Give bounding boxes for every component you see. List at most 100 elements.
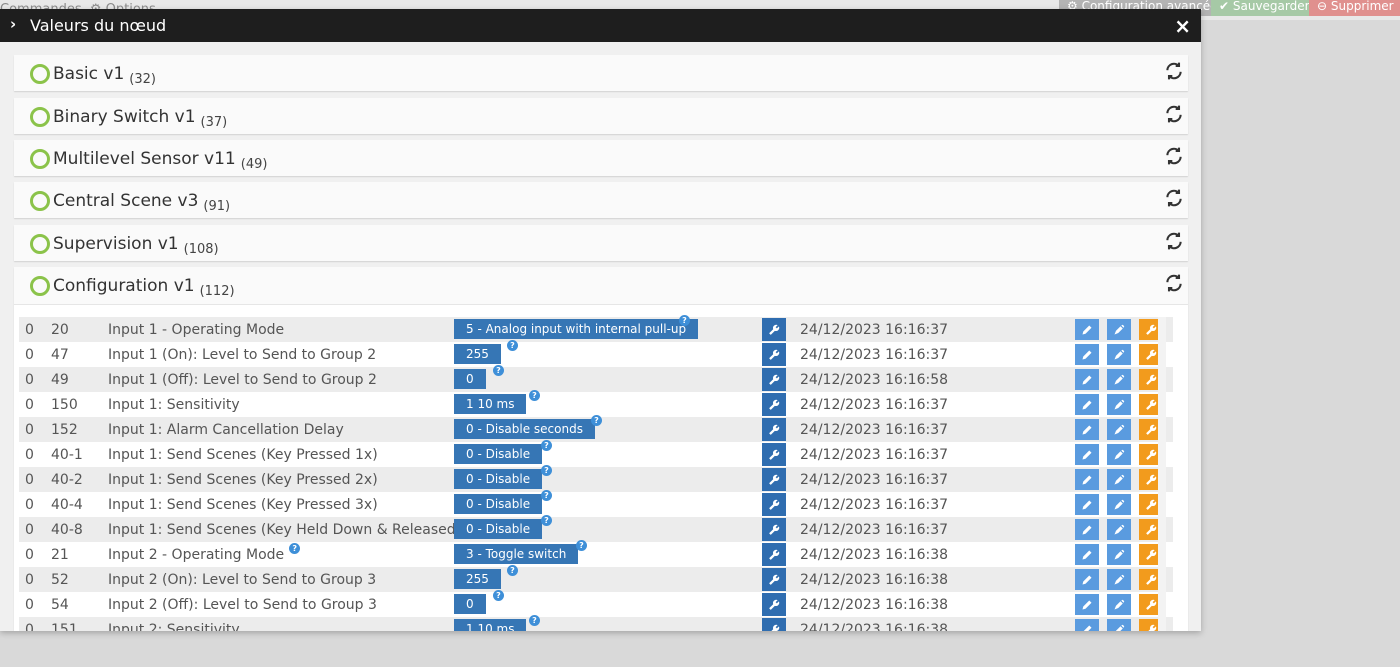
panel-header[interactable]: Basic v1 (32): [14, 55, 1188, 91]
pencil-icon[interactable]: [1075, 394, 1099, 415]
wrench-icon[interactable]: [1139, 369, 1163, 390]
eyedropper-icon[interactable]: [1107, 319, 1131, 340]
table-row: 0 150 Input 1: Sensitivity 1 10 ms? 24/12/20…: [19, 390, 1173, 417]
wrench-icon[interactable]: [1139, 594, 1163, 615]
wrench-icon[interactable]: [762, 618, 786, 631]
wrench-icon[interactable]: [1139, 569, 1163, 590]
question-circle-icon[interactable]: ?: [576, 540, 587, 551]
eyedropper-icon[interactable]: [1107, 419, 1131, 440]
question-circle-icon[interactable]: ?: [591, 415, 602, 426]
wrench-icon[interactable]: [762, 418, 786, 441]
parameter-label: Input 1: Send Scenes (Key Pressed 3x): [108, 497, 378, 513]
question-circle-icon[interactable]: ?: [541, 440, 552, 451]
wrench-icon[interactable]: [762, 318, 786, 341]
panel-central-scene[interactable]: Central Scene v3 (91): [14, 182, 1188, 218]
pencil-icon[interactable]: [1075, 444, 1099, 465]
pencil-icon[interactable]: [1075, 519, 1099, 540]
last-update-date: 24/12/2023 16:16:58: [800, 372, 949, 388]
delete-button[interactable]: ⊖ Supprimer: [1309, 0, 1400, 16]
wrench-icon[interactable]: [762, 393, 786, 416]
pencil-icon[interactable]: [1075, 569, 1099, 590]
value-badge: 255: [454, 344, 501, 364]
wrench-icon[interactable]: [1139, 419, 1163, 440]
question-circle-icon[interactable]: ?: [541, 515, 552, 526]
pencil-icon[interactable]: [1075, 544, 1099, 565]
pencil-icon[interactable]: [1075, 419, 1099, 440]
wrench-icon[interactable]: [762, 593, 786, 616]
close-icon[interactable]: ×: [1174, 14, 1191, 38]
refresh-icon[interactable]: [1164, 231, 1184, 251]
question-circle-icon[interactable]: ?: [541, 465, 552, 476]
pencil-icon[interactable]: [1075, 319, 1099, 340]
pencil-icon[interactable]: [1075, 594, 1099, 615]
wrench-icon[interactable]: [762, 493, 786, 516]
question-circle-icon[interactable]: ?: [289, 543, 301, 554]
pencil-icon[interactable]: [1075, 344, 1099, 365]
wrench-icon[interactable]: [1139, 469, 1163, 490]
question-circle-icon[interactable]: ?: [493, 590, 504, 601]
wrench-icon[interactable]: [1139, 394, 1163, 415]
eyedropper-icon[interactable]: [1107, 394, 1131, 415]
wrench-icon[interactable]: [762, 543, 786, 566]
index-cell: 52: [51, 572, 69, 588]
instance-cell: 0: [25, 397, 34, 413]
refresh-icon[interactable]: [1164, 273, 1184, 293]
eyedropper-icon[interactable]: [1107, 519, 1131, 540]
pencil-icon[interactable]: [1075, 469, 1099, 490]
refresh-icon[interactable]: [1164, 188, 1184, 208]
panel-title: Central Scene v3 (91): [53, 191, 231, 214]
refresh-icon[interactable]: [1164, 61, 1184, 81]
wrench-icon[interactable]: [1139, 319, 1163, 340]
panel-basic[interactable]: Basic v1 (32): [14, 55, 1188, 91]
question-circle-icon[interactable]: ?: [529, 390, 540, 401]
wrench-icon[interactable]: [1139, 619, 1163, 631]
wrench-icon[interactable]: [1139, 494, 1163, 515]
question-circle-icon[interactable]: ?: [493, 365, 504, 376]
eyedropper-icon[interactable]: [1107, 369, 1131, 390]
eyedropper-icon[interactable]: [1107, 444, 1131, 465]
wrench-icon[interactable]: [1139, 544, 1163, 565]
wrench-icon[interactable]: [762, 568, 786, 591]
eyedropper-icon[interactable]: [1107, 544, 1131, 565]
eyedropper-icon[interactable]: [1107, 344, 1131, 365]
eyedropper-icon[interactable]: [1107, 594, 1131, 615]
pencil-icon[interactable]: [1075, 494, 1099, 515]
refresh-icon[interactable]: [1164, 104, 1184, 124]
eyedropper-icon[interactable]: [1107, 494, 1131, 515]
question-circle-icon[interactable]: ?: [541, 490, 552, 501]
wrench-icon[interactable]: [762, 343, 786, 366]
save-button[interactable]: ✔ Sauvegarder: [1211, 0, 1310, 16]
panel-supervision[interactable]: Supervision v1 (108): [14, 225, 1188, 261]
panel-header[interactable]: Configuration v1 (112): [14, 267, 1188, 303]
wrench-icon[interactable]: [762, 518, 786, 541]
panel-header[interactable]: Multilevel Sensor v11 (49): [14, 140, 1188, 176]
panel-binary-switch[interactable]: Binary Switch v1 (37): [14, 98, 1188, 134]
wrench-icon[interactable]: [762, 443, 786, 466]
modal-title: Valeurs du nœud: [30, 16, 167, 35]
eyedropper-icon[interactable]: [1107, 619, 1131, 631]
refresh-icon[interactable]: [1164, 146, 1184, 166]
pencil-icon[interactable]: [1075, 619, 1099, 631]
wrench-icon[interactable]: [1139, 519, 1163, 540]
panel-multilevel-sensor[interactable]: Multilevel Sensor v11 (49): [14, 140, 1188, 176]
wrench-icon[interactable]: [1139, 344, 1163, 365]
wrench-icon[interactable]: [1139, 444, 1163, 465]
index-cell: 40-2: [51, 472, 83, 488]
question-circle-icon[interactable]: ?: [507, 565, 518, 576]
panel-header[interactable]: Central Scene v3 (91): [14, 182, 1188, 218]
scrollbar[interactable]: [1158, 317, 1166, 631]
eyedropper-icon[interactable]: [1107, 569, 1131, 590]
panel-header[interactable]: Supervision v1 (108): [14, 225, 1188, 261]
question-circle-icon[interactable]: ?: [679, 315, 690, 326]
panel-title: Supervision v1 (108): [53, 234, 219, 257]
panel-header[interactable]: Binary Switch v1 (37): [14, 98, 1188, 134]
wrench-icon[interactable]: [762, 468, 786, 491]
question-circle-icon[interactable]: ?: [507, 340, 518, 351]
pencil-icon[interactable]: [1075, 369, 1099, 390]
eyedropper-icon[interactable]: [1107, 469, 1131, 490]
wrench-icon[interactable]: [762, 368, 786, 391]
value-badge: 0 - Disable: [454, 469, 543, 489]
instance-cell: 0: [25, 372, 34, 388]
question-circle-icon[interactable]: ?: [529, 615, 540, 626]
value-badge: 255: [454, 569, 501, 589]
